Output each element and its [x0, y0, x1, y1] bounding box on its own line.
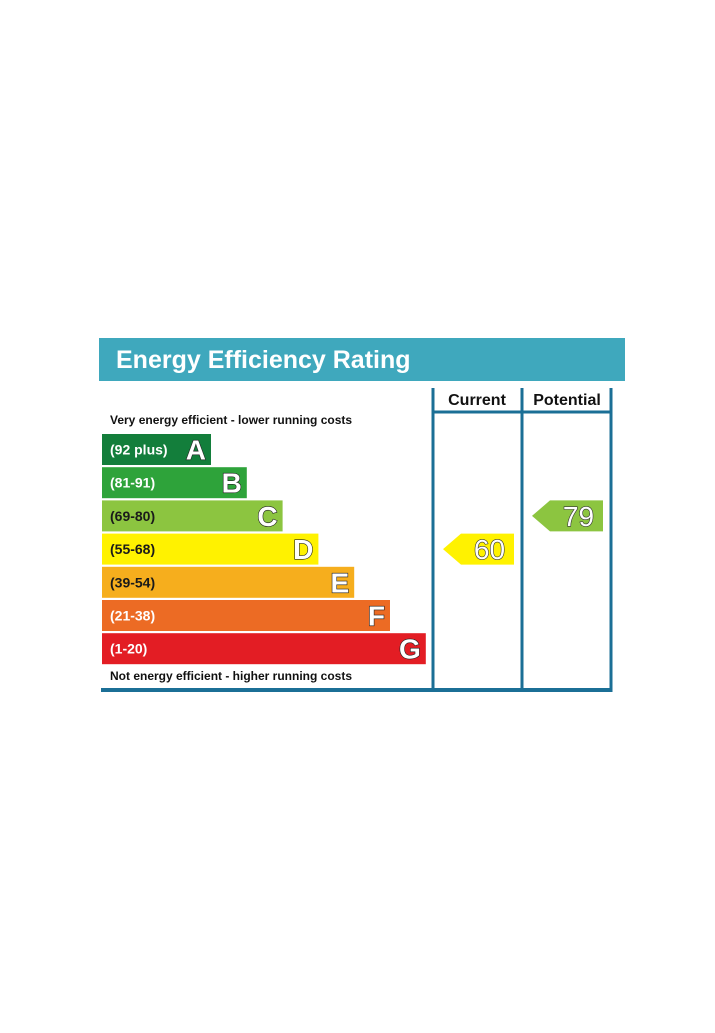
band-bar-e [102, 566, 355, 598]
band-range-c: (69-80) [110, 508, 155, 524]
band-range-a: (92 plus) [110, 442, 168, 458]
band-range-e: (39-54) [110, 574, 155, 590]
band-letter-b: B [222, 468, 242, 499]
band-range-f: (21-38) [110, 608, 155, 624]
bottom-caption: Not energy efficient - higher running co… [110, 669, 352, 683]
top-caption: Very energy efficient - lower running co… [110, 413, 352, 427]
band-letter-d: D [293, 534, 313, 565]
band-bar-d [102, 533, 319, 565]
band-bar-c [102, 500, 283, 532]
band-range-d: (55-68) [110, 541, 155, 557]
band-bar-b [102, 467, 247, 499]
band-letter-c: C [257, 501, 277, 532]
band-bar-f [102, 600, 390, 631]
band-letter-f: F [368, 601, 385, 632]
band-letter-a: A [186, 435, 206, 466]
band-bar-a [102, 434, 211, 465]
column-header-potential: Potential [533, 392, 601, 409]
column-header-current: Current [448, 392, 506, 409]
chart-title: Energy Efficiency Rating [116, 346, 411, 374]
potential-arrow [532, 500, 603, 532]
rating-arrows: 60 79 [443, 500, 603, 566]
chart-header-bar [99, 338, 625, 381]
band-range-g: (1-20) [110, 641, 147, 657]
band-letter-e: E [331, 567, 350, 598]
band-bar-g [102, 633, 426, 665]
band-letter-g: G [399, 634, 421, 665]
current-arrow [443, 533, 514, 565]
chart-frame [101, 388, 613, 692]
potential-score: 79 [563, 501, 594, 532]
band-range-b: (81-91) [110, 475, 155, 491]
current-score: 60 [474, 534, 505, 565]
rating-bands: (92 plus) A (81-91) B (69-80) C (55-68) D (39-54… [102, 434, 426, 665]
